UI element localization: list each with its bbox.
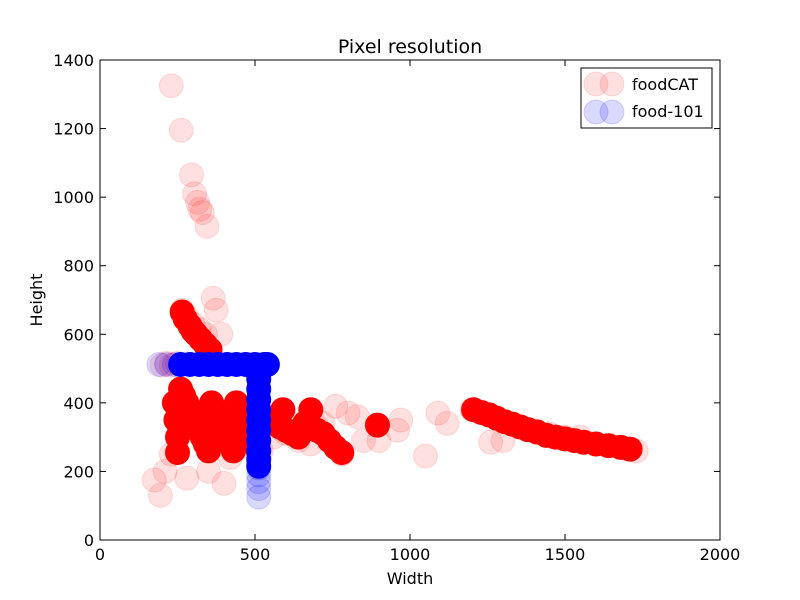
- y-tick-label: 600: [63, 325, 94, 344]
- data-point: [211, 470, 237, 496]
- x-tick-label: 0: [95, 545, 105, 564]
- data-point: [174, 465, 200, 491]
- data-point: [185, 189, 211, 215]
- data-point: [329, 440, 355, 466]
- x-tick-label: 1500: [545, 545, 586, 564]
- data-point: [165, 440, 190, 466]
- series-food-101-3: [168, 351, 280, 479]
- data-point: [323, 393, 349, 419]
- data-point: [298, 397, 324, 423]
- data-point: [617, 436, 643, 462]
- y-tick-label: 1200: [53, 120, 94, 139]
- data-point: [364, 412, 390, 438]
- y-axis-label: Height: [27, 274, 46, 327]
- plot-points: [141, 73, 649, 510]
- data-point: [434, 410, 460, 436]
- data-point: [254, 351, 280, 377]
- legend-marker-food101: [583, 99, 625, 125]
- data-point: [168, 117, 194, 143]
- y-tick-label: 400: [63, 394, 94, 413]
- legend-label-foodcat: foodCAT: [632, 75, 698, 94]
- legend: foodCAT food-101: [580, 67, 713, 129]
- data-point: [246, 484, 272, 510]
- y-tick-label: 0: [84, 531, 94, 550]
- chart-title: Pixel resolution: [338, 36, 482, 58]
- data-point: [187, 196, 213, 222]
- data-point: [203, 297, 229, 323]
- data-point: [158, 73, 184, 99]
- legend-label-food101: food-101: [632, 102, 704, 121]
- data-point: [200, 285, 226, 311]
- data-point: [152, 458, 178, 484]
- x-tick-label: 500: [240, 545, 271, 564]
- data-point: [388, 407, 414, 433]
- data-point: [246, 453, 272, 479]
- y-axis-ticks: 0 200 400 600 800 1000 1200 1400: [53, 51, 720, 550]
- data-point: [270, 397, 296, 423]
- data-point: [189, 200, 215, 226]
- data-point: [425, 400, 451, 426]
- data-point: [413, 443, 438, 469]
- y-tick-label: 1400: [53, 51, 94, 70]
- x-axis-ticks: 0 500 1000 1500 2000: [95, 60, 740, 564]
- legend-box: [580, 67, 713, 129]
- y-tick-label: 800: [63, 257, 94, 276]
- y-tick-label: 1000: [53, 188, 94, 207]
- data-point: [147, 482, 173, 508]
- legend-marker-foodcat: [583, 71, 625, 97]
- data-point: [178, 162, 204, 188]
- data-point: [141, 467, 167, 493]
- data-point: [194, 213, 220, 239]
- y-tick-label: 200: [63, 462, 94, 481]
- x-tick-label: 2000: [700, 545, 741, 564]
- data-point: [478, 429, 504, 455]
- data-point: [182, 181, 208, 207]
- data-point: [335, 400, 361, 426]
- x-axis-label: Width: [387, 569, 433, 588]
- x-tick-label: 1000: [390, 545, 431, 564]
